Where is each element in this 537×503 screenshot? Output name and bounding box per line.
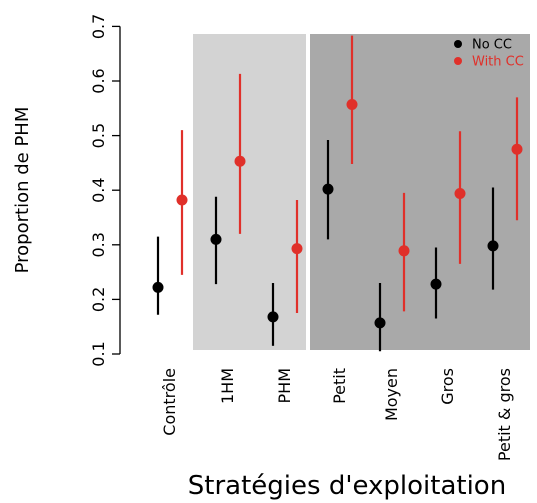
group-band: [310, 34, 530, 350]
x-tick-label: Petit & gros: [495, 368, 514, 461]
x-tick-label: Moyen: [382, 368, 401, 421]
data-point: [346, 98, 358, 110]
legend-marker: [454, 57, 462, 65]
y-tick-label: 0.7: [89, 14, 108, 39]
legend-marker: [454, 40, 462, 48]
x-axis-title: Stratégies d'exploitation: [188, 471, 506, 501]
legend: No CC With CC: [454, 38, 524, 70]
data-point: [430, 278, 442, 290]
group-band: [193, 34, 306, 350]
y-tick-label: 0.5: [89, 123, 108, 148]
data-point: [454, 187, 466, 199]
x-tick-label: 1HM: [218, 368, 237, 404]
data-point: [487, 240, 499, 252]
legend-label: With CC: [472, 55, 524, 70]
data-point: [291, 243, 303, 255]
legend-label: No CC: [472, 38, 512, 53]
x-tick-label: Gros: [438, 368, 457, 405]
x-tick-label: Contrôle: [160, 368, 179, 436]
data-point: [267, 311, 279, 323]
data-point: [374, 317, 386, 329]
y-tick-label: 0.3: [89, 232, 108, 257]
y-tick-label: 0.1: [89, 341, 108, 366]
y-tick-label: 0.2: [89, 287, 108, 312]
group-bands: [193, 34, 530, 350]
data-point: [511, 143, 523, 155]
y-axis-title: Proportion de PHM: [12, 107, 33, 274]
data-point: [152, 281, 164, 293]
y-tick-label: 0.6: [89, 68, 108, 93]
x-tick-label: PHM: [275, 368, 294, 403]
y-tick-label: 0.4: [89, 177, 108, 202]
data-point: [322, 183, 334, 195]
data-point: [176, 194, 188, 206]
data-point: [398, 245, 410, 257]
data-point: [210, 233, 222, 245]
data-point: [234, 155, 246, 167]
x-tick-label: Petit: [330, 368, 349, 404]
